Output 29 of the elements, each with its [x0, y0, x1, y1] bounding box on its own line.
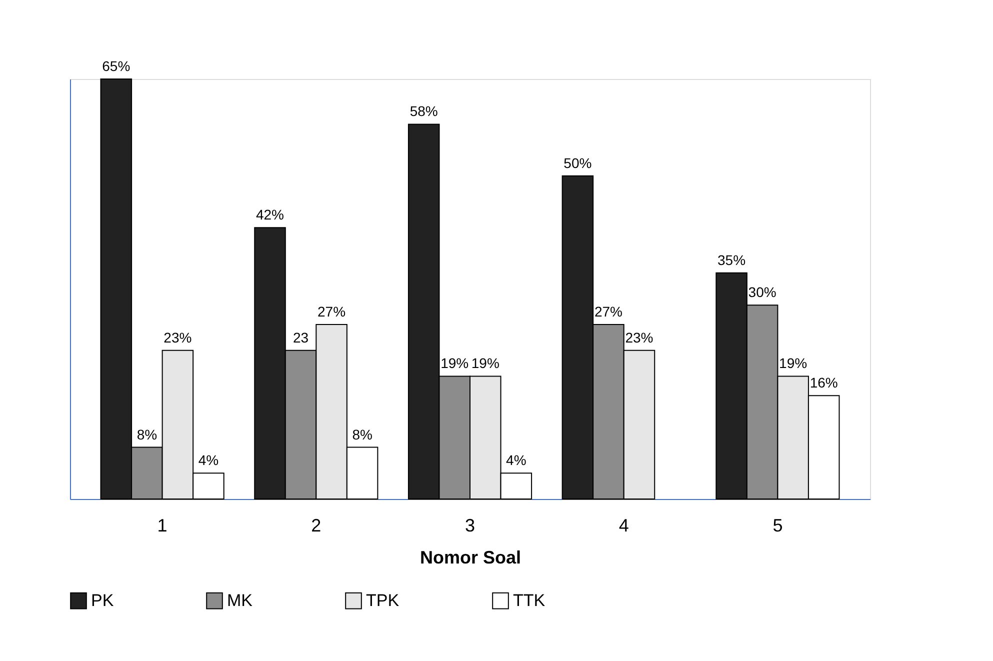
x-tick-label: 2: [311, 516, 322, 536]
x-tick-label: 5: [772, 516, 783, 536]
data-label: 65%: [102, 58, 130, 74]
x-tick-label: 1: [157, 516, 168, 536]
data-label: 42%: [256, 206, 284, 223]
data-label: 8%: [136, 426, 158, 442]
x-tick-label: 3: [464, 516, 476, 536]
data-label: 35%: [718, 252, 746, 268]
x-tick-label: 4: [618, 516, 629, 536]
data-label: 27%: [594, 304, 622, 320]
data-label: 23: [292, 329, 309, 346]
data-label: 4%: [506, 452, 526, 468]
data-label: 19%: [440, 355, 469, 372]
x-axis-title: Nomor Soal: [420, 548, 522, 568]
data-label: 27%: [318, 304, 346, 320]
data-label: 19%: [471, 355, 500, 372]
data-label: 16%: [810, 374, 838, 391]
legend-label: MK: [227, 590, 254, 610]
data-label: 30%: [748, 284, 776, 300]
legend-label: TTK: [513, 590, 546, 610]
data-label: 4%: [198, 452, 219, 468]
data-label: 19%: [779, 355, 808, 372]
data-label: 8%: [352, 426, 372, 442]
data-label: 58%: [410, 103, 438, 120]
legend-label: PK: [91, 590, 114, 610]
legend-label: TPK: [366, 590, 400, 610]
data-label: 50%: [564, 154, 592, 171]
data-label: 23%: [625, 329, 654, 346]
data-label: 23%: [164, 329, 192, 346]
